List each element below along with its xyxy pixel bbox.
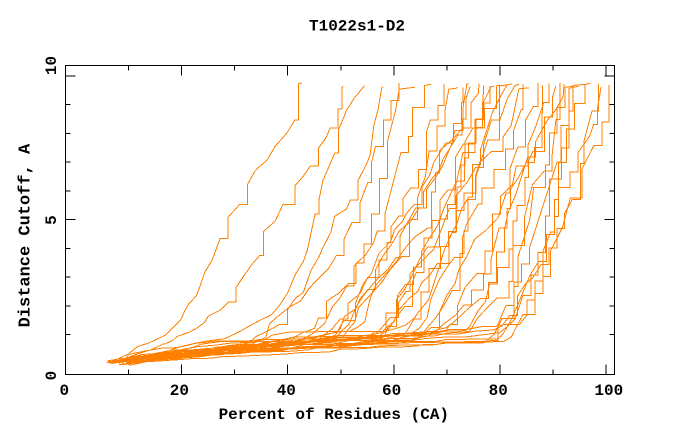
svg-text:Distance Cutoff, A: Distance Cutoff, A: [17, 143, 36, 327]
svg-text:100: 100: [594, 382, 623, 400]
svg-text:0: 0: [59, 382, 69, 400]
svg-text:60: 60: [382, 382, 401, 400]
svg-text:80: 80: [489, 382, 508, 400]
svg-text:10: 10: [43, 56, 61, 75]
svg-text:20: 20: [170, 382, 189, 400]
svg-text:0: 0: [43, 371, 61, 381]
svg-text:5: 5: [43, 215, 61, 225]
svg-text:T1022s1-D2: T1022s1-D2: [309, 18, 405, 36]
svg-text:Percent of Residues (CA): Percent of Residues (CA): [219, 406, 449, 424]
svg-text:40: 40: [277, 382, 296, 400]
